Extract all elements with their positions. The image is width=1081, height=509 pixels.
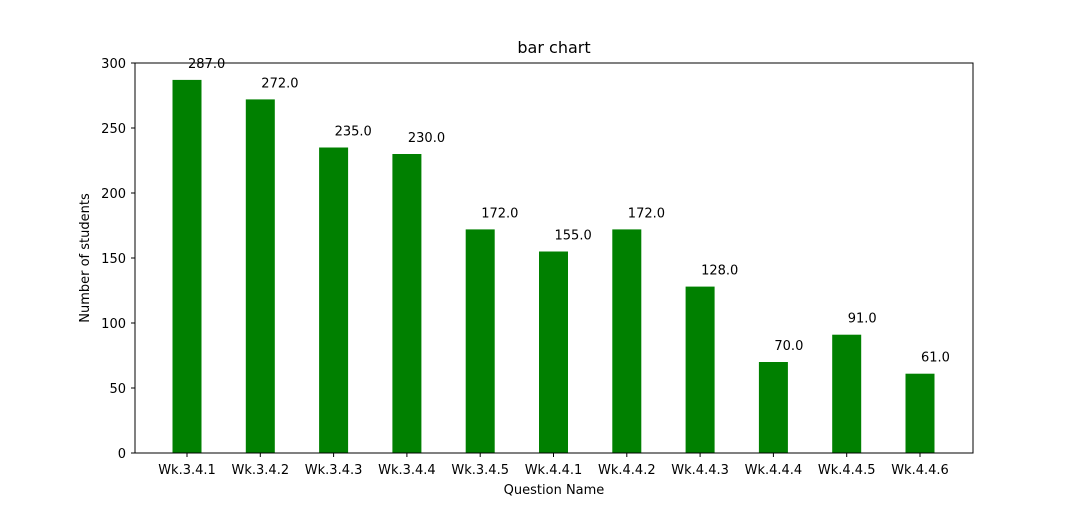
bar-Wk.4.4.1 (539, 251, 568, 453)
x-tick-label: Wk.4.4.4 (745, 463, 803, 478)
data-label-Wk.4.4.3: 128.0 (701, 264, 738, 279)
data-label-Wk.3.4.1: 287.0 (188, 57, 225, 72)
plot-area-frame (134, 62, 974, 454)
data-label-Wk.4.4.2: 172.0 (628, 206, 665, 221)
data-label-Wk.3.4.4: 230.0 (408, 131, 445, 146)
y-tick-label: 250 (101, 122, 126, 137)
y-tick-label: 50 (109, 382, 126, 397)
x-tick-label: Wk.3.4.4 (378, 463, 436, 478)
x-tick-label: Wk.4.4.2 (598, 463, 656, 478)
x-tick-label: Wk.3.4.3 (305, 463, 363, 478)
bar-Wk.3.4.5 (465, 229, 495, 453)
x-tick-label: Wk.4.4.1 (525, 463, 583, 478)
x-tick-label: Wk.3.4.5 (451, 463, 509, 478)
x-tick-label: Wk.3.4.1 (158, 463, 216, 478)
data-label-Wk.3.4.3: 235.0 (335, 125, 372, 140)
y-tick-label: 150 (101, 252, 126, 267)
x-axis-label: Question Name (504, 483, 605, 498)
x-tick-label: Wk.4.4.3 (671, 463, 729, 478)
data-label-Wk.4.4.6: 61.0 (921, 351, 950, 366)
x-axis-ticks: Wk.3.4.1 Wk.3.4.2 Wk.3.4.3 Wk.3.4.4 Wk.3.4.5… (158, 453, 949, 478)
data-label-Wk.3.4.5: 172.0 (481, 206, 518, 221)
data-label-Wk.4.4.5: 91.0 (848, 312, 877, 327)
y-tick-label: 100 (101, 317, 126, 332)
bar-Wk.3.4.3 (319, 147, 349, 453)
bars-group (172, 79, 935, 454)
chart-title: bar chart (517, 38, 590, 57)
y-axis-label: Number of students (78, 193, 93, 323)
bar-Wk.3.4.1 (172, 79, 202, 454)
bar-Wk.4.4.5 (832, 334, 862, 453)
x-tick-label: Wk.3.4.2 (232, 463, 290, 478)
x-tick-label: Wk.4.4.5 (818, 463, 876, 478)
data-label-Wk.4.4.4: 70.0 (774, 339, 803, 354)
y-tick-label: 0 (118, 447, 126, 462)
bar-Wk.4.4.2 (612, 229, 642, 453)
data-label-Wk.3.4.2: 272.0 (261, 76, 298, 91)
y-axis-ticks: 0 50 100 150 200 250 300 (101, 57, 135, 462)
y-tick-label: 300 (101, 57, 126, 72)
bar-Wk.3.4.2 (245, 99, 275, 454)
y-tick-label: 200 (101, 187, 126, 202)
bar-Wk.4.4.3 (685, 286, 715, 453)
data-labels-group: 287.0 272.0 235.0 230.0 172.0 155.0 172.0 128.0… (188, 57, 950, 366)
data-label-Wk.4.4.1: 155.0 (555, 229, 592, 244)
bar-Wk.4.4.4 (758, 362, 788, 453)
x-tick-label: Wk.4.4.6 (891, 463, 949, 478)
bar-Wk.3.4.4 (392, 154, 422, 453)
bar-Wk.4.4.6 (905, 373, 935, 453)
